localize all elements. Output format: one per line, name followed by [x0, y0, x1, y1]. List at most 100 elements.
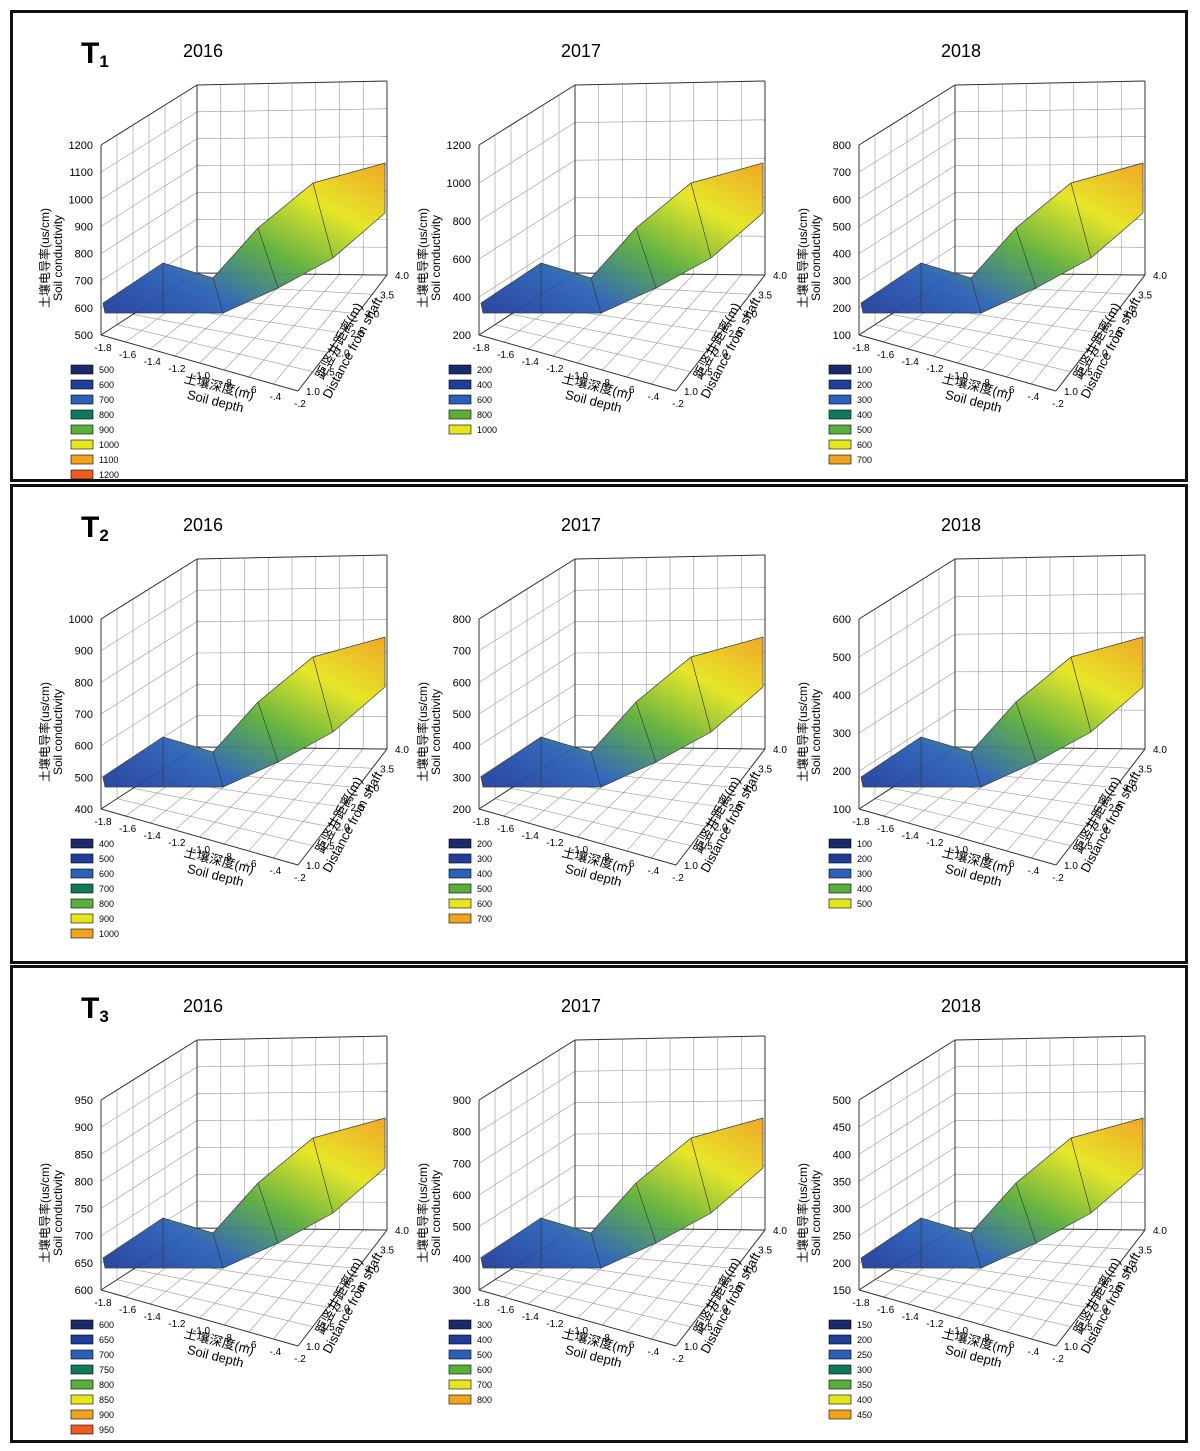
box-edge: [478, 1039, 576, 1101]
chart-year-title: 2018: [941, 996, 981, 1016]
svg-text:土壤电导率(us/cm): 土壤电导率(us/cm): [795, 1163, 810, 1263]
depth-tick-label: -.4: [270, 1347, 282, 1358]
legend-swatch: [448, 1334, 472, 1345]
legend-swatch: [828, 394, 852, 405]
floor-gridline: [494, 1279, 691, 1327]
surface-patch: [102, 1117, 386, 1269]
depth-tick-label: -1.0: [951, 371, 969, 382]
legend-swatch: [448, 394, 472, 405]
floor-gridline: [890, 314, 1086, 353]
legend-label: 800: [99, 899, 114, 909]
depth-tick-label: -1.0: [571, 371, 589, 382]
depth-tick-label: -1.8: [94, 343, 112, 354]
legend-swatch: [828, 1364, 852, 1375]
floor-gridline: [494, 324, 691, 372]
depth-axis-label: 土壤深度(m)Soil depth: [561, 371, 634, 416]
depth-axis-label: 土壤深度(m)Soil depth: [183, 845, 256, 890]
z-tick-label: 200: [833, 303, 851, 315]
floor-gridline: [510, 314, 706, 353]
distance-tick-label: 3.0: [365, 784, 379, 795]
depth-tick-label: -.2: [294, 873, 306, 884]
depth-tick-label: -.4: [270, 866, 282, 877]
z-tick-label: 900: [75, 1122, 93, 1134]
surface: [860, 636, 1144, 788]
depth-tick-label: -.4: [648, 866, 660, 877]
legend-swatch: [448, 379, 472, 390]
distance-tick-label: 1.5: [699, 842, 713, 853]
box-edge: [100, 1289, 299, 1347]
floor-gridline: [116, 798, 313, 846]
legend-label: 700: [99, 1350, 114, 1360]
box-edge: [100, 1039, 198, 1101]
distance-tick-label: 4.0: [395, 271, 409, 282]
legend-swatch: [828, 868, 852, 879]
distance-axis-label: 距竖井距离(m)Distance from shaft: [691, 1250, 764, 1356]
surface-meshline: [212, 1232, 224, 1269]
box-edge: [478, 558, 576, 620]
legend-swatch: [70, 394, 94, 405]
surface-meshline: [1015, 1182, 1037, 1244]
z-tick-label: 400: [833, 249, 851, 261]
depth-tick-label: -1.4: [522, 831, 540, 842]
legend: 100 200 300 400 500: [828, 838, 872, 909]
legend-swatch: [828, 883, 852, 894]
distance-tick-label: 3.5: [380, 764, 394, 775]
distance-tick-label: 4.0: [395, 1226, 409, 1237]
box-edge: [858, 558, 956, 620]
box-edge: [297, 274, 388, 392]
legend-swatch: [828, 409, 852, 420]
surface-patch: [480, 1117, 764, 1269]
surface-chart-2016: 2016 600 650 700 750 800 850 900 950 -1.8 -1.6 -1.4…: [37, 996, 409, 1435]
depth-tick-label: -.6: [623, 385, 635, 396]
box-edge: [675, 274, 766, 392]
z-axis-label: 土壤电导率(us/cm) Soil conductivity: [37, 208, 65, 308]
depth-tick-label: -1.4: [144, 831, 162, 842]
surface-chart-2018: 2018 150 200 250 300 350 400 450 500 -1.8 -1.6 -1.4…: [795, 996, 1167, 1420]
surface-meshline: [635, 227, 657, 289]
legend-label: 800: [99, 410, 114, 420]
legend-label: 500: [857, 425, 872, 435]
distance-tick-label: 4.0: [773, 1226, 787, 1237]
z-tick-label: 350: [833, 1176, 851, 1188]
box-edge: [478, 84, 576, 146]
legend-swatch: [828, 364, 852, 375]
legend-label: 1000: [477, 425, 497, 435]
z-tick-label: 700: [75, 709, 93, 721]
depth-tick-label: -1.6: [497, 824, 515, 835]
z-tick-label: 650: [75, 1258, 93, 1270]
legend-label: 400: [477, 869, 492, 879]
depth-tick-label: -1.8: [472, 817, 490, 828]
depth-tick-label: -1.8: [472, 343, 490, 354]
depth-tick-label: -1.6: [119, 1305, 137, 1316]
distance-tick-label: 1.0: [684, 387, 698, 398]
floor-gridline: [510, 788, 706, 827]
surface-meshline: [590, 751, 602, 788]
z-tick-label: 900: [75, 221, 93, 233]
surface-meshline: [1070, 656, 1092, 733]
surface-chart-2016: 2016500600700800900100011001200-1.8-1.6-…: [37, 41, 409, 480]
depth-axis-label: 土壤深度(m)Soil depth: [183, 1326, 256, 1371]
distance-tick-label: 2.5: [1109, 803, 1123, 814]
surface-patch: [480, 162, 764, 314]
box-edge: [1055, 1229, 1146, 1347]
depth-tick-label: -1.0: [951, 845, 969, 856]
box-edge: [675, 1229, 766, 1347]
depth-tick-label: -1.6: [877, 350, 895, 361]
z-axis-label: 土壤电导率(us/cm) Soil conductivity: [37, 682, 65, 782]
distance-tick-label: 2.0: [714, 1303, 728, 1314]
box-edge: [858, 84, 956, 146]
legend-label: 900: [99, 1410, 114, 1420]
surface-chart-2017: 2017 200 400 600 800 1000 1200 -1.8 -1.6 -1.4 -1.2…: [415, 41, 787, 435]
z-tick-label: 500: [75, 330, 93, 342]
legend-label: 200: [477, 839, 492, 849]
depth-tick-label: -.6: [623, 859, 635, 870]
z-tick-label: 1000: [69, 614, 93, 626]
box-edge: [954, 80, 1146, 86]
distance-tick-label: 4.0: [1153, 271, 1167, 282]
floor-gridline: [116, 324, 313, 372]
depth-tick-label: -1.4: [522, 1312, 540, 1323]
distance-tick-label: 3.5: [380, 290, 394, 301]
depth-tick-label: -1.8: [94, 817, 112, 828]
legend-swatch: [70, 883, 94, 894]
svg-text:土壤电导率(us/cm): 土壤电导率(us/cm): [795, 208, 810, 308]
